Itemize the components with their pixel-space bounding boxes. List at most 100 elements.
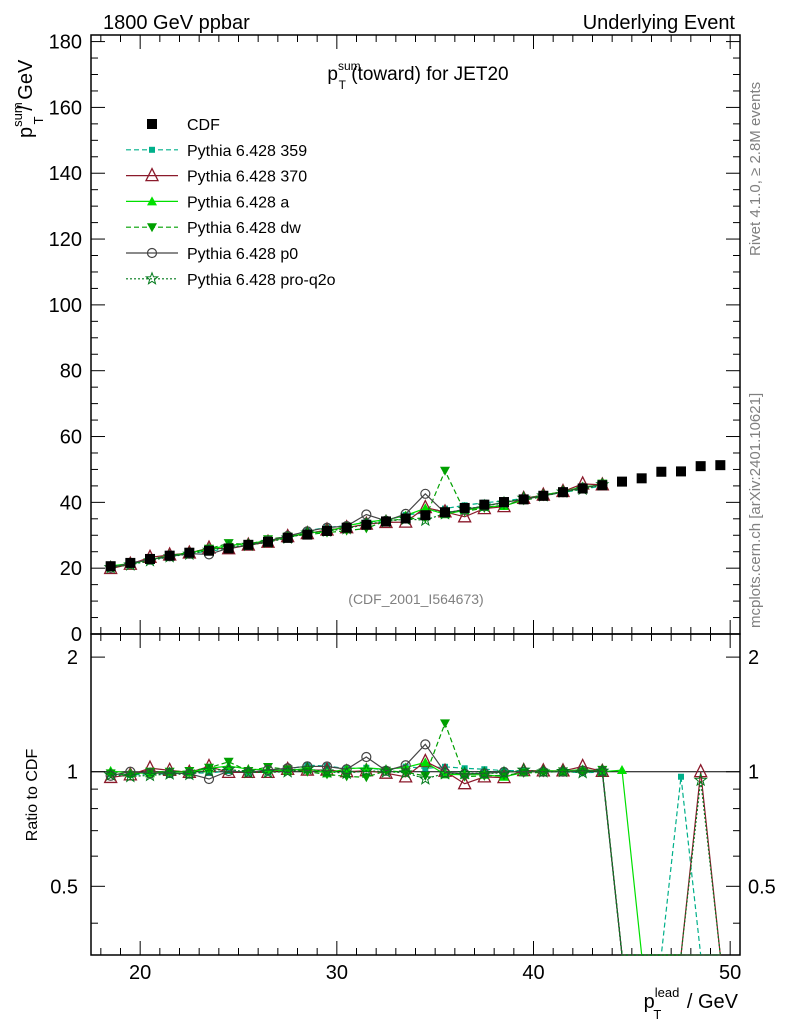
legend-label: Pythia 6.428 pro-q2o — [187, 272, 336, 289]
ratio-series-line — [110, 768, 721, 956]
ratio-point-marker — [164, 767, 175, 777]
data-point-marker — [676, 466, 686, 477]
legend: CDF Pythia 6.428 359 Pythia 6.428 370 Pythi… — [126, 117, 336, 289]
ratio-series-pythia-6-428-dw — [105, 719, 721, 956]
ratio-point-marker — [420, 771, 431, 781]
ratio-point-marker — [378, 764, 394, 778]
ratio-point-marker — [339, 765, 354, 780]
ratio-point-marker — [597, 766, 608, 777]
legend-marker — [144, 271, 160, 285]
legend-marker — [147, 119, 157, 129]
ratio-point-marker — [321, 761, 333, 772]
data-point-marker — [263, 536, 273, 547]
ratio-plot-panel: 0.5 0.5 1 1 2 2 20 30 40 50 Ratio to CDF plead T … — [24, 633, 776, 1022]
legend-item: Pythia 6.428 p0 — [126, 246, 298, 263]
main-y-axis: 0 20 40 60 80 100 120 140 160 180 — [49, 32, 740, 646]
main-x-axis-ticks — [100, 35, 731, 634]
ratio-point-marker — [123, 768, 138, 783]
ratio-point-marker — [260, 765, 276, 779]
data-point-marker — [204, 545, 214, 556]
ratio-point-marker — [142, 767, 158, 782]
data-point-marker — [361, 519, 372, 530]
main-y-tick-label: 140 — [49, 163, 82, 185]
series-pythia-6-428-370 — [103, 475, 610, 575]
x-axis-label: plead T / GeV — [644, 985, 739, 1022]
ratio-point-marker — [145, 767, 155, 777]
ratio-point-marker — [577, 767, 588, 777]
data-point-marker — [479, 499, 490, 510]
ratio-point-marker — [597, 765, 608, 775]
analysis-watermark: (CDF_2001_I564673) — [348, 591, 483, 607]
legend-marker — [149, 146, 155, 153]
data-point-marker — [656, 466, 667, 477]
ratio-point-marker — [398, 765, 413, 779]
main-y-tick-label: 0 — [71, 624, 82, 646]
data-point-marker — [518, 494, 529, 505]
ratio-point-marker — [575, 765, 590, 779]
data-point-marker — [420, 503, 431, 513]
data-point-marker — [499, 497, 509, 508]
data-point-marker — [617, 476, 627, 487]
ratio-point-marker — [282, 763, 293, 774]
ratio-x-axis: 20 30 40 50 — [100, 634, 741, 984]
data-point-marker — [538, 490, 549, 501]
ratio-plot-frame — [90, 633, 741, 956]
data-point-marker — [243, 539, 254, 550]
ratio-point-marker — [201, 762, 217, 777]
ratio-point-marker — [223, 765, 234, 777]
ratio-series-pythia-6-428-a — [105, 757, 721, 956]
x-tick-label: 20 — [129, 962, 151, 984]
plot-title: psum T (toward) for JET20 — [327, 59, 508, 92]
ratio-point-marker — [204, 763, 214, 773]
ratio-point-marker — [457, 775, 472, 790]
main-y-tick-label: 160 — [49, 97, 82, 119]
legend-label: Pythia 6.428 dw — [187, 220, 301, 237]
main-plot-panel: 0 20 40 60 80 100 120 140 160 180 psum T (toward) … — [10, 32, 741, 646]
x-tick-label: 50 — [719, 962, 741, 984]
data-point-marker — [282, 532, 293, 543]
data-point-marker — [577, 483, 588, 494]
data-point-marker — [400, 513, 411, 524]
series-pythia-6-428-a — [105, 480, 608, 570]
legend-label: Pythia 6.428 a — [187, 194, 289, 211]
ratio-point-marker — [536, 764, 551, 778]
header-energy: 1800 GeV ppbar — [103, 12, 250, 34]
legend-item: Pythia 6.428 dw — [126, 220, 301, 237]
data-point-marker — [597, 480, 608, 491]
main-y-tick-label: 100 — [49, 295, 82, 317]
x-tick-label: 30 — [326, 962, 348, 984]
legend-label: Pythia 6.428 359 — [187, 143, 307, 160]
ratio-series-line — [110, 743, 721, 956]
ratio-y-tick-label-right: 2 — [748, 647, 759, 669]
data-point-marker — [440, 466, 450, 476]
main-y-tick-label: 180 — [49, 32, 82, 54]
ratio-point-marker — [422, 765, 429, 772]
legend-marker — [146, 247, 158, 259]
ratio-point-marker — [420, 757, 431, 767]
legend-label: Pythia 6.428 p0 — [187, 246, 298, 263]
x-tick-label: 40 — [522, 962, 544, 984]
ratio-y-axis-label: Ratio to CDF — [24, 749, 41, 842]
ratio-point-marker — [361, 762, 372, 772]
ratio-point-marker — [555, 763, 571, 778]
legend-marker — [144, 167, 160, 182]
ratio-point-marker — [693, 772, 708, 787]
ratio-series-pythia-6-428-pro-q2o — [103, 761, 721, 956]
ratio-point-marker — [361, 773, 372, 783]
main-y-tick-label: 40 — [60, 492, 82, 514]
legend-label: CDF — [187, 117, 220, 134]
legend-label: Pythia 6.428 370 — [187, 169, 307, 186]
ratio-point-marker — [420, 739, 431, 750]
data-point-marker — [636, 473, 647, 484]
ratio-point-marker — [125, 766, 136, 777]
ratio-y-tick-label: 0.5 — [50, 876, 78, 898]
ratio-point-marker — [617, 765, 627, 775]
ratio-point-marker — [280, 764, 295, 778]
main-y-tick-label: 120 — [49, 229, 82, 251]
ratio-point-marker — [319, 764, 335, 778]
data-point-marker — [440, 507, 450, 518]
main-y-tick-label: 20 — [60, 558, 82, 580]
ratio-point-marker — [678, 773, 684, 780]
main-y-tick-label: 80 — [60, 361, 82, 383]
